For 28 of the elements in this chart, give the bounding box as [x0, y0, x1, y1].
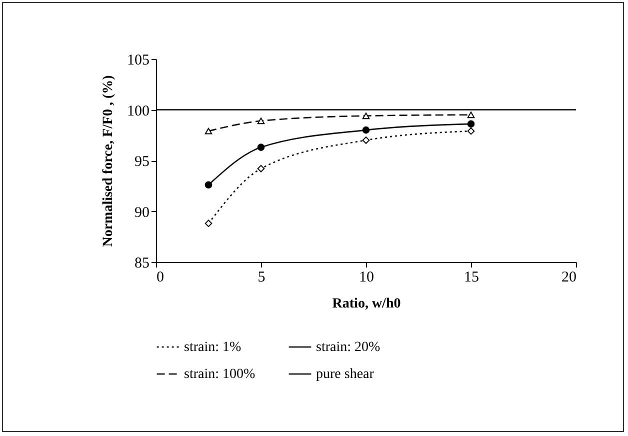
point — [467, 127, 475, 135]
x-tick-label: 10 — [359, 270, 374, 286]
y-tick-label: 90 — [134, 204, 150, 221]
point — [362, 126, 370, 134]
point — [204, 181, 212, 189]
legend-label: strain: 100% — [184, 367, 256, 382]
point — [362, 136, 370, 144]
point — [257, 164, 265, 172]
x-tick-label: 20 — [562, 270, 576, 286]
y-tick-label: 85 — [134, 256, 150, 272]
y-axis-title: Normalised force, F/F0 , (%) — [101, 74, 116, 247]
y-tick-label: 105 — [127, 52, 150, 68]
point — [467, 112, 475, 118]
legend-label: strain: 1% — [184, 340, 242, 355]
point — [467, 120, 475, 128]
point — [362, 112, 370, 120]
y-tick-label: 95 — [134, 154, 150, 170]
point — [257, 118, 265, 124]
x-tick-label: 5 — [258, 270, 266, 286]
legend-label: strain: 20% — [316, 340, 380, 355]
x-tick-label: 0 — [156, 270, 164, 286]
legend-label: pure shear — [316, 367, 374, 382]
point — [204, 220, 212, 228]
x-tick-label: 15 — [464, 270, 479, 286]
point — [204, 128, 212, 134]
point — [257, 144, 265, 151]
x-axis-title: Ratio, w/h0 — [332, 296, 401, 312]
y-tick-label: 100 — [127, 103, 150, 120]
